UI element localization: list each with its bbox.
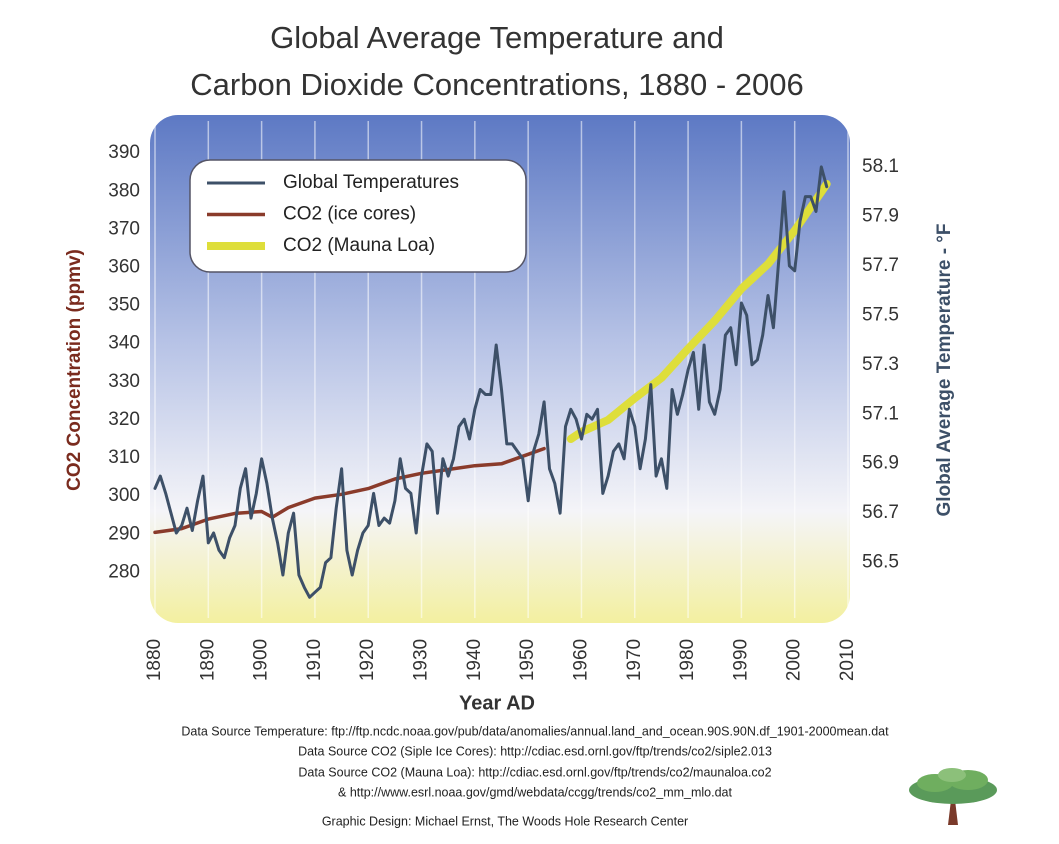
chart-title: Carbon Dioxide Concentrations, 1880 - 20… xyxy=(190,67,804,102)
y2-tick-label: 57.5 xyxy=(862,304,899,325)
y-axis-label: CO2 Concentration (ppmv) xyxy=(64,249,85,491)
y2-tick-label: 58.1 xyxy=(862,156,899,177)
y-tick-label: 370 xyxy=(108,218,140,239)
y2-tick-label: 57.3 xyxy=(862,354,899,375)
x-tick-label: 1930 xyxy=(411,639,432,681)
y-tick-label: 380 xyxy=(108,180,140,201)
note: Graphic Design: Michael Ernst, The Woods… xyxy=(322,814,688,828)
note: Data Source CO2 (Siple Ice Cores): http:… xyxy=(298,744,772,758)
y-tick-label: 290 xyxy=(108,523,140,544)
x-tick-label: 1880 xyxy=(144,639,165,681)
y-tick-label: 390 xyxy=(108,142,140,163)
legend-label: CO2 (Mauna Loa) xyxy=(283,235,435,256)
y-tick-label: 360 xyxy=(108,256,140,277)
y2-tick-label: 57.7 xyxy=(862,255,899,276)
legend-label: Global Temperatures xyxy=(283,172,459,193)
y2-tick-label: 56.7 xyxy=(862,502,899,523)
x-axis-label: Year AD xyxy=(459,692,535,714)
x-tick-label: 2000 xyxy=(784,639,805,681)
note: Data Source Temperature: ftp://ftp.ncdc.… xyxy=(181,724,889,738)
y-tick-label: 300 xyxy=(108,485,140,506)
x-tick-label: 1960 xyxy=(570,639,591,681)
legend-box xyxy=(189,159,527,273)
x-tick-label: 1900 xyxy=(251,639,272,681)
x-tick-label: 2010 xyxy=(837,639,858,681)
legend-label: CO2 (ice cores) xyxy=(283,204,416,225)
x-tick-label: 1970 xyxy=(624,639,645,681)
y2-tick-label: 56.5 xyxy=(862,552,899,573)
data-line xyxy=(153,446,546,535)
x-tick-label: 1920 xyxy=(357,639,378,681)
x-tick-label: 1890 xyxy=(197,639,218,681)
y-tick-label: 310 xyxy=(108,447,140,468)
y-tick-label: 340 xyxy=(108,333,140,354)
chart-title: Global Average Temperature and xyxy=(270,20,724,55)
note: & http://www.esrl.noaa.gov/gmd/webdata/c… xyxy=(338,785,732,799)
y2-tick-label: 56.9 xyxy=(862,453,899,474)
y2-axis-label: Global Average Temperature - °F xyxy=(934,223,955,516)
y2-tick-label: 57.9 xyxy=(862,205,899,226)
y2-tick-label: 57.1 xyxy=(862,403,899,424)
logo xyxy=(909,768,997,825)
y-tick-label: 330 xyxy=(108,371,140,392)
x-tick-label: 1950 xyxy=(517,639,538,681)
y-tick-label: 350 xyxy=(108,295,140,316)
note: Data Source CO2 (Mauna Loa): http://cdia… xyxy=(298,765,771,779)
x-tick-label: 1910 xyxy=(304,639,325,681)
y-tick-label: 280 xyxy=(108,561,140,582)
x-tick-label: 1980 xyxy=(677,639,698,681)
y-tick-label: 320 xyxy=(108,409,140,430)
x-tick-label: 1940 xyxy=(464,639,485,681)
x-tick-label: 1990 xyxy=(730,639,751,681)
data-line xyxy=(153,165,829,599)
